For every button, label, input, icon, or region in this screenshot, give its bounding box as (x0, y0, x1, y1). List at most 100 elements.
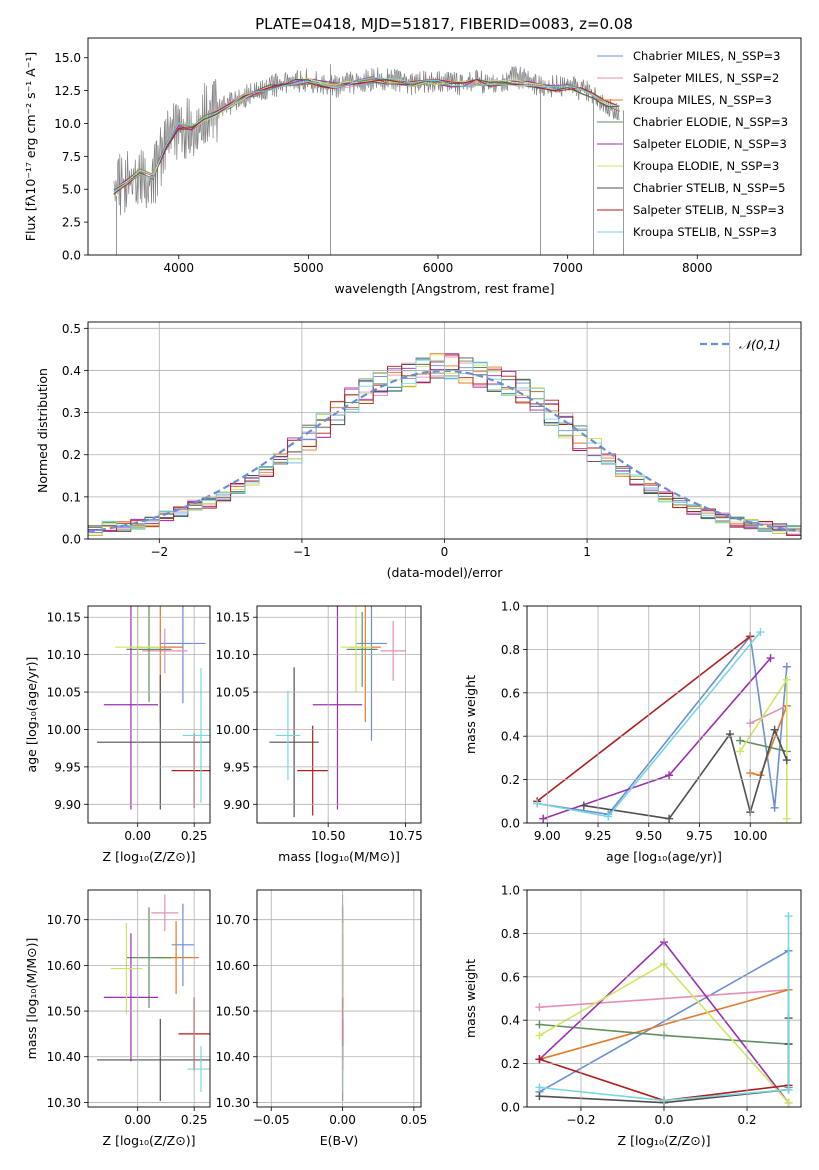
massweight-line (536, 634, 788, 816)
x-tick-label: 6000 (423, 261, 454, 275)
y-axis-label: mass weight (463, 959, 478, 1038)
massweight-line (749, 705, 788, 724)
x-axis-label: Z [log₁₀(Z/Z⊙)] (618, 1133, 711, 1148)
x-axis-label: Z [log₁₀(Z/Z⊙)] (103, 1133, 196, 1148)
x-tick-label: 10.00 (733, 829, 767, 843)
legend-entry: Salpeter MILES, N_SSP=2 (633, 71, 779, 85)
legend-entry: Kroupa ELODIE, N_SSP=3 (633, 159, 779, 173)
x-axis-label: (data-model)/error (387, 565, 504, 580)
x-tick-label: 9.00 (534, 829, 561, 843)
axes-frame (526, 605, 802, 824)
y-tick-label: 9.90 (223, 798, 250, 812)
x-tick-label: 9.75 (686, 829, 713, 843)
x-tick-label: 8000 (682, 261, 713, 275)
y-tick-label: 0.0 (62, 249, 81, 263)
y-tick-label: 10.40 (47, 1050, 81, 1064)
y-tick-label: 9.95 (54, 760, 81, 774)
legend-entry: Salpeter ELODIE, N_SSP=3 (633, 137, 787, 151)
y-tick-label: 10.70 (47, 913, 81, 927)
massweight-marker (782, 675, 791, 684)
x-axis-label: Z [log₁₀(Z/Z⊙)] (103, 849, 196, 864)
figure-title: PLATE=0418, MJD=51817, FIBERID=0083, z=0… (255, 15, 633, 33)
y-tick-label: 10.10 (216, 648, 250, 662)
y-tick-label: 9.95 (223, 760, 250, 774)
massweight-marker (756, 628, 765, 637)
panel-massweight_vs_Z: −0.2 0.0 0.2 0.0 0.2 0.4 0.6 0.8 1.0 Z [log₁₀(Z/Z… (463, 884, 802, 1148)
x-tick-label: 0.00 (124, 829, 151, 843)
y-tick-label: 0.6 (501, 970, 520, 984)
plot-area (269, 606, 406, 818)
y-tick-label: 10.60 (216, 959, 250, 973)
legend-entry: Kroupa STELIB, N_SSP=3 (633, 225, 777, 239)
y-tick-label: 0.1 (62, 490, 81, 504)
massweight-marker (736, 736, 745, 745)
x-tick-label: 0.0 (654, 1113, 673, 1127)
legend-entry: Salpeter STELIB, N_SSP=3 (633, 203, 784, 217)
model-spectrum-line (113, 78, 620, 190)
axes-frame (256, 605, 422, 824)
y-tick-label: 0.8 (501, 643, 520, 657)
y-tick-label: 10.05 (47, 686, 81, 700)
x-tick-label: 4000 (163, 261, 194, 275)
y-tick-label: 5.0 (62, 183, 81, 197)
model-spectrum-line (113, 79, 620, 195)
y-tick-label: 10.50 (216, 1005, 250, 1019)
y-tick-label: 2.5 (62, 216, 81, 230)
y-tick-label: 0.2 (501, 773, 520, 787)
legend-entry: Kroupa MILES, N_SSP=3 (633, 93, 772, 107)
y-tick-label: 0.4 (501, 1014, 520, 1028)
legend-entry: 𝒩(0,1) (739, 337, 781, 352)
massweight-marker (665, 771, 674, 780)
plot-area (113, 64, 624, 255)
massweight-marker (784, 1085, 793, 1094)
massweight-marker (604, 812, 613, 821)
plot-area (97, 894, 210, 1102)
y-tick-label: 10.15 (47, 611, 81, 625)
axes-frame (87, 37, 802, 256)
panel-residuals: −2 −1 0 1 2 0.0 0.1 0.2 0.3 0.4 0.5 (data-model)/er… (35, 321, 802, 580)
panel-age_vs_mass: 10.50 10.75 9.90 9.95 10.00 10.05 10.10 10.15 ma… (216, 605, 423, 864)
massweight-marker (535, 1092, 544, 1101)
x-tick-label: −0.2 (566, 1113, 595, 1127)
y-tick-label: 9.90 (54, 798, 81, 812)
y-tick-label: 0.0 (62, 533, 81, 547)
y-tick-label: 12.5 (54, 84, 81, 98)
y-axis-label: mass [log₁₀(M/M⊙)] (24, 938, 39, 1060)
x-axis-label: E(B-V) (320, 1133, 359, 1148)
x-tick-label: −0.05 (253, 1113, 290, 1127)
massweight-marker (539, 814, 548, 823)
x-tick-label: 10.75 (388, 829, 422, 843)
legend-entry: Chabrier ELODIE, N_SSP=3 (633, 115, 788, 129)
panel-massweight_vs_age: 9.00 9.25 9.50 9.75 10.00 0.0 0.2 0.4 0.6 0.8 1.0 a… (463, 600, 802, 864)
massweight-marker (736, 747, 745, 756)
y-tick-label: 10.30 (47, 1096, 81, 1110)
axes-frame (87, 889, 211, 1108)
y-tick-label: 0.0 (501, 1101, 520, 1115)
massweight-line (739, 739, 787, 753)
x-axis-label: age [log₁₀(age/yr)] (606, 849, 722, 864)
x-axis-label: wavelength [Angstrom, rest frame] (334, 281, 554, 296)
massweight-marker (535, 1003, 544, 1012)
y-tick-label: 0.2 (62, 448, 81, 462)
y-tick-label: 0.8 (501, 927, 520, 941)
model-spectrum-line (113, 77, 620, 193)
y-tick-label: 10.0 (54, 117, 81, 131)
x-tick-label: 1 (583, 545, 591, 559)
x-tick-label: 10.50 (311, 829, 345, 843)
y-axis-label: age [log₁₀(age/yr)] (24, 657, 39, 773)
x-tick-label: −2 (150, 545, 168, 559)
y-tick-label: 10.50 (47, 1005, 81, 1019)
massweight-marker (770, 803, 779, 812)
y-tick-label: 7.5 (62, 150, 81, 164)
x-tick-label: 2 (726, 545, 734, 559)
massweight-marker (784, 912, 793, 921)
y-tick-label: 10.40 (216, 1050, 250, 1064)
x-axis-label: mass [log₁₀(M/M⊙)] (278, 849, 400, 864)
massweight-marker (782, 662, 791, 671)
plot-area (533, 628, 791, 823)
y-tick-label: 10.00 (216, 723, 250, 737)
x-tick-label: 5000 (293, 261, 324, 275)
y-tick-label: 10.30 (216, 1096, 250, 1110)
x-tick-label: 9.50 (635, 829, 662, 843)
y-tick-label: 10.15 (216, 611, 250, 625)
